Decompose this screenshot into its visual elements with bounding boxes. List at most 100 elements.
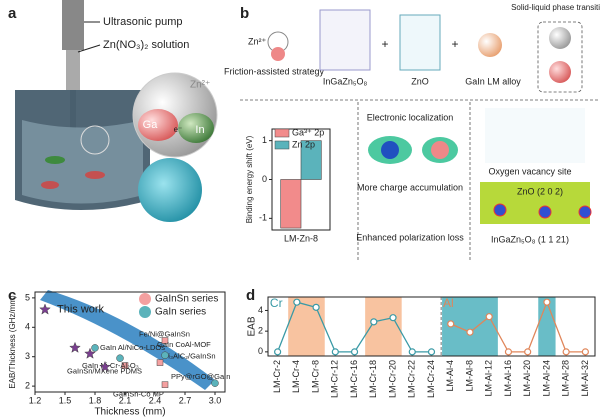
panel-label: d — [246, 287, 255, 304]
y-tick-label: 4 — [25, 322, 30, 332]
series-label: Cr — [270, 296, 283, 310]
y-tick-label: 1 — [262, 135, 267, 145]
site — [578, 205, 592, 219]
zno-label: ZnO — [411, 76, 429, 86]
point — [408, 348, 416, 356]
solution-label: Zn(NO₃)₂ solution — [103, 39, 189, 51]
bar — [300, 140, 322, 180]
alloy-ball — [478, 33, 502, 57]
charge-map — [480, 182, 590, 224]
alloy-label: GaIn LM alloy — [465, 76, 521, 86]
point — [293, 298, 301, 306]
atom — [431, 141, 449, 159]
panel-a: a Ultrasonic pump Zn(NO₃)₂ solution Zn²⁺… — [8, 0, 218, 222]
x-tick-label: 2.7 — [179, 395, 192, 405]
highlight — [538, 297, 556, 356]
point-label: Ti₃AlC₂/GaInSn — [164, 352, 216, 361]
legend-label: Zn 2p — [292, 139, 315, 149]
panel-label: b — [240, 5, 249, 22]
x-tick-label: LM-Cr-12 — [330, 360, 340, 398]
point-label: GaInSn/MXene PDMS — [67, 367, 142, 376]
y-tick-label: 3 — [25, 351, 30, 361]
point — [39, 303, 51, 315]
site — [538, 205, 552, 219]
x-tick-label: LM-Cr-4 — [291, 360, 301, 393]
point — [69, 341, 81, 353]
point — [161, 381, 169, 388]
in-droplet — [178, 113, 214, 143]
in-label: In — [195, 124, 204, 136]
ion-label: Zn²⁺ — [190, 80, 210, 91]
point — [331, 348, 339, 356]
y-axis-label: Binding energy shift (eV) — [245, 135, 254, 223]
point — [370, 318, 378, 326]
plus: + — [451, 37, 458, 51]
point-label: GaIn Al/NiCo-LDOs — [100, 343, 165, 352]
legend-swatch — [274, 140, 290, 150]
legend-label: GaInSn series — [155, 294, 218, 305]
x-tick-label: LM-Cr-2 — [272, 360, 282, 393]
y-axis-label: EAB — [247, 316, 258, 336]
droplet — [41, 181, 59, 189]
ion-label: Zn²⁺ — [248, 36, 267, 46]
x-tick-label: LM-Al-20 — [522, 360, 532, 397]
x-tick-label: 1.2 — [29, 395, 42, 405]
series-line — [450, 300, 586, 353]
solution — [22, 120, 143, 204]
point — [91, 344, 99, 352]
x-axis-label: Thickness (mm) — [94, 407, 165, 418]
point — [389, 314, 397, 322]
crystal — [319, 9, 371, 71]
point — [504, 348, 513, 356]
y-tick-label: -1 — [259, 213, 267, 223]
y-tick-label: 5 — [25, 292, 30, 302]
y-tick-label: 0 — [258, 346, 263, 356]
zno-plane: ZnO (2 0 2) — [517, 186, 563, 196]
x-tick-label: LM-Al-32 — [580, 360, 590, 397]
ga-droplet — [138, 109, 178, 141]
point — [466, 328, 474, 336]
point-label: GaInSn-Co MP — [113, 390, 164, 399]
y-tick-label: 4 — [258, 305, 263, 315]
legend-swatch — [139, 293, 151, 305]
pump-label: Ultrasonic pump — [103, 16, 182, 28]
electron-label: e⁻ — [174, 125, 183, 134]
droplet — [45, 156, 65, 164]
vacancy-text: Oxygen vacancy site — [488, 166, 571, 176]
x-tick-label: LM-Al-12 — [484, 360, 494, 397]
ga-label: Ga — [143, 119, 159, 131]
mesh-sphere — [138, 158, 202, 222]
site — [493, 203, 507, 217]
transition-text: Solid-liquid phase transition — [511, 3, 600, 12]
point — [562, 348, 570, 356]
y-tick-label: 0 — [262, 174, 267, 184]
point — [447, 320, 455, 328]
plot-frame — [271, 128, 331, 231]
point — [161, 337, 169, 344]
point — [524, 348, 532, 356]
panel-b: b Zn²⁺ Friction-assisted strategy InGaZn… — [224, 3, 600, 260]
compound-label: InGaZn₅O₈ — [323, 76, 368, 86]
zoom-circle — [80, 125, 110, 155]
x-tick-label: LM-Cr-16 — [349, 360, 359, 398]
pump-horn — [66, 50, 80, 90]
x-tick-label: LM-Zn-8 — [284, 233, 318, 243]
point-label: PPy@rGO@GaIn — [171, 372, 230, 381]
point — [350, 348, 359, 356]
x-tick-label: LM-Al-8 — [464, 360, 474, 392]
x-tick-label: LM-Al-4 — [445, 360, 455, 392]
ball — [271, 47, 285, 61]
x-tick-label: LM-Cr-24 — [426, 360, 436, 398]
strategy-text: Friction-assisted strategy — [224, 66, 325, 76]
point — [211, 379, 219, 387]
panel-label: c — [8, 287, 16, 304]
point — [116, 354, 124, 362]
point — [274, 348, 282, 356]
x-tick-label: LM-Cr-22 — [407, 360, 417, 398]
ball — [549, 61, 571, 83]
structure — [485, 108, 585, 163]
point — [485, 313, 493, 321]
series-label: This work — [57, 304, 105, 316]
point — [121, 362, 129, 369]
